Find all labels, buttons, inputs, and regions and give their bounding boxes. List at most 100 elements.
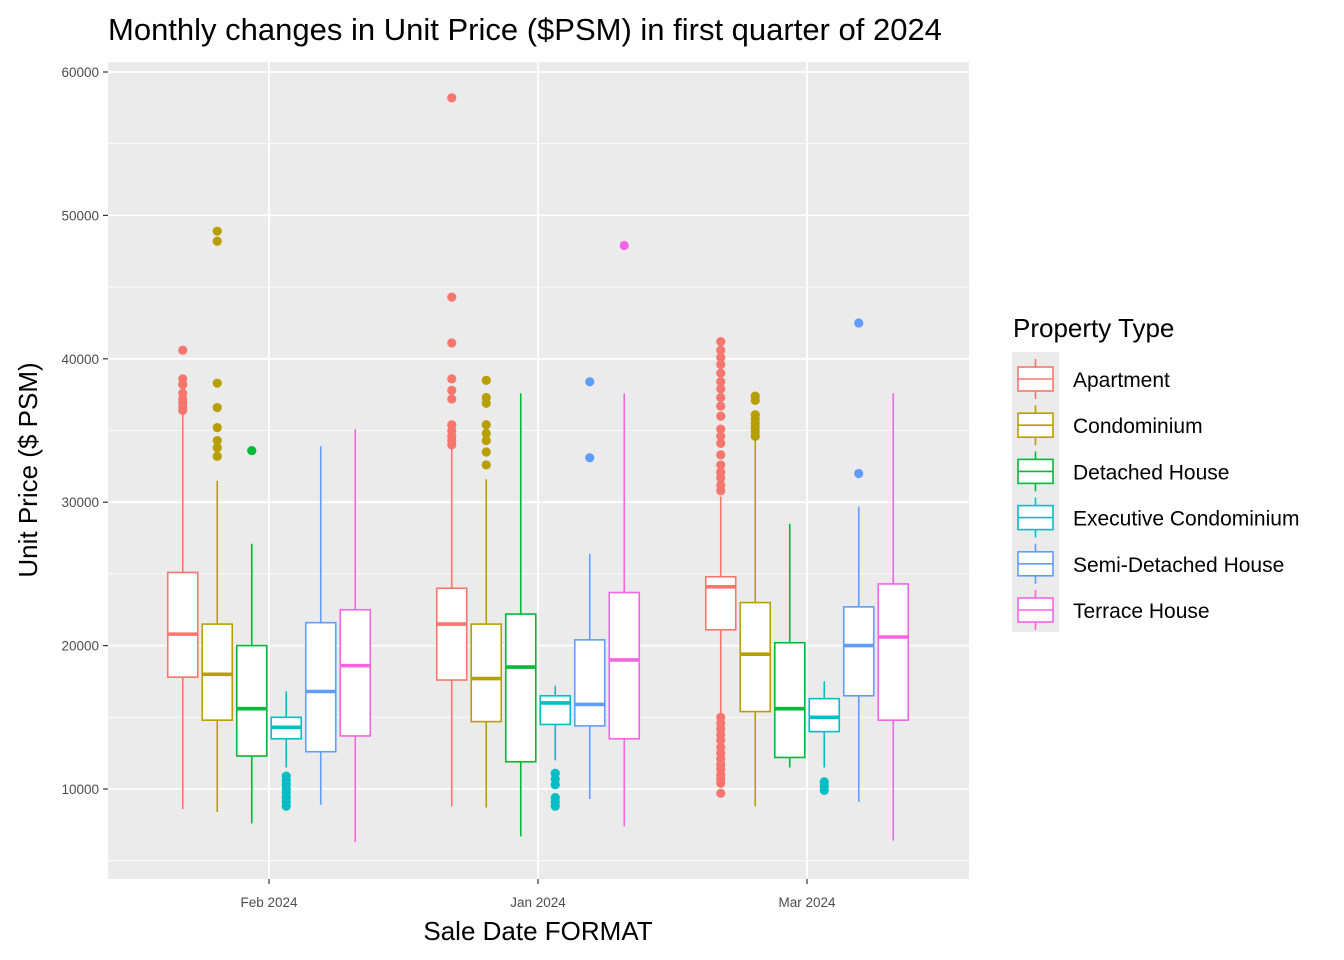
outlier-point (716, 352, 726, 362)
box (235, 644, 268, 757)
outlier-point (447, 374, 457, 384)
outlier-point (481, 420, 491, 430)
series-detached-house (235, 393, 806, 837)
outlier-point (716, 368, 726, 378)
x-tick-label: Jan 2024 (510, 895, 566, 910)
box (739, 601, 772, 713)
legend-title: Property Type (1013, 313, 1174, 343)
legend-label: Semi-Detached House (1073, 554, 1284, 577)
box (435, 587, 468, 681)
legend-label: Executive Condominium (1073, 508, 1299, 531)
series-condominium (201, 226, 772, 812)
box (339, 608, 372, 737)
outlier-point (212, 236, 222, 246)
outlier-point (716, 431, 726, 441)
outlier-point (619, 240, 629, 251)
outlier-point (550, 768, 560, 778)
outlier-point (447, 420, 457, 430)
box (608, 591, 641, 740)
outlier-point (716, 411, 726, 421)
outlier-point (212, 226, 222, 236)
boxplots (166, 93, 910, 843)
outlier-point (716, 384, 726, 394)
outlier-point (481, 435, 491, 446)
outlier-point (716, 712, 726, 722)
outlier-point (212, 402, 222, 413)
outlier-point (716, 788, 726, 798)
series-apartment (166, 93, 737, 810)
outlier-point (716, 467, 726, 477)
box (704, 575, 737, 631)
legend-item: Apartment (1017, 359, 1170, 399)
legend-item: Executive Condominium (1017, 497, 1299, 538)
outlier-point (178, 388, 188, 398)
outlier-point (447, 292, 457, 302)
outlier-point (550, 793, 560, 803)
legend-label: Apartment (1073, 369, 1170, 392)
box (539, 694, 572, 726)
box (842, 606, 875, 697)
x-tick-label: Mar 2024 (778, 895, 836, 910)
outlier-point (212, 423, 222, 433)
x-tick-label: Feb 2024 (240, 895, 298, 910)
y-tick-label: 60000 (61, 65, 99, 80)
outlier-point (212, 378, 222, 388)
outlier-point (716, 336, 726, 347)
outlier-point (281, 771, 291, 781)
outlier-point (447, 93, 457, 103)
outlier-point (447, 385, 457, 395)
outlier-point (585, 377, 595, 387)
y-axis-title: Unit Price ($ PSM) (13, 362, 43, 577)
outlier-point (481, 447, 491, 457)
outlier-point (212, 435, 222, 446)
outlier-point (716, 392, 726, 403)
y-tick-label: 40000 (61, 352, 99, 367)
y-tick-label: 30000 (61, 495, 99, 510)
outlier-point (716, 438, 726, 449)
x-axis-title: Sale Date FORMAT (423, 916, 652, 946)
box (201, 623, 234, 721)
box (166, 571, 199, 678)
legend-item: Semi-Detached House (1017, 543, 1284, 584)
outlier-point (854, 318, 864, 328)
y-tick-label: 50000 (61, 208, 99, 223)
outlier-point (481, 428, 491, 438)
box (877, 583, 910, 721)
outlier-point (481, 392, 491, 403)
legend-item: Terrace House (1017, 590, 1210, 630)
legend-label: Terrace House (1073, 600, 1210, 623)
chart-title: Monthly changes in Unit Price ($PSM) in … (108, 12, 942, 47)
outlier-point (585, 453, 595, 463)
outlier-point (819, 777, 829, 787)
legend-label: Condominium (1073, 415, 1203, 438)
series-terrace-house (339, 240, 910, 843)
outlier-point (178, 374, 188, 384)
series-executive-condominium (270, 681, 841, 811)
legend-label: Detached House (1073, 461, 1229, 484)
legend-item: Detached House (1017, 451, 1229, 492)
outlier-point (854, 468, 864, 479)
outlier-point (247, 445, 257, 456)
box (808, 697, 841, 733)
outlier-point (716, 401, 726, 411)
series-semi-detached-house (304, 318, 875, 805)
box (304, 621, 337, 753)
outlier-point (716, 424, 726, 434)
outlier-point (447, 394, 457, 404)
y-tick-label: 10000 (61, 782, 99, 797)
legend: Property Type Apartment Condominium Detach… (1012, 313, 1299, 632)
outlier-point (716, 460, 726, 470)
outlier-point (750, 391, 760, 401)
y-tick-label: 20000 (61, 639, 99, 654)
box (773, 641, 806, 759)
box (573, 639, 606, 727)
outlier-point (716, 480, 726, 490)
outlier-point (178, 345, 188, 355)
x-axis: Feb 2024 Jan 2024 Mar 2024 (240, 879, 836, 910)
outlier-point (481, 375, 491, 385)
legend-item: Condominium (1017, 405, 1203, 446)
outlier-point (716, 742, 726, 753)
y-axis: 10000 20000 30000 40000 50000 60000 (61, 65, 108, 797)
outlier-point (212, 451, 222, 461)
outlier-point (716, 359, 726, 370)
